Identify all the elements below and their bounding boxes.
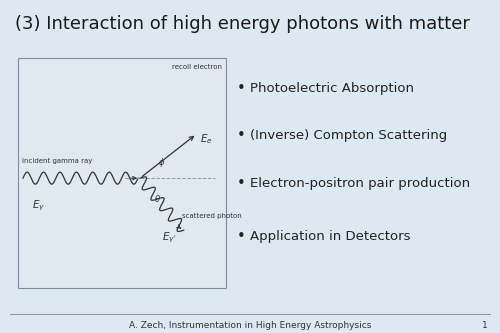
Text: scattered photon: scattered photon [182, 213, 242, 219]
Text: •: • [237, 228, 246, 244]
Text: 1: 1 [482, 321, 488, 330]
Text: $E_{\gamma'}$: $E_{\gamma'}$ [162, 231, 176, 245]
Text: $\phi$: $\phi$ [158, 156, 165, 169]
Text: •: • [237, 128, 246, 143]
Text: Application in Detectors: Application in Detectors [250, 229, 410, 243]
Bar [18, 58, 226, 288]
Text: •: • [237, 175, 246, 191]
Text: recoil electron: recoil electron [172, 64, 222, 70]
Text: incident gamma ray: incident gamma ray [22, 158, 92, 164]
Text: Photoelectric Absorption: Photoelectric Absorption [250, 82, 414, 95]
Text: Electron-positron pair production: Electron-positron pair production [250, 176, 470, 190]
Text: $\theta$: $\theta$ [154, 192, 161, 204]
Text: $E_\gamma$: $E_\gamma$ [32, 199, 45, 213]
Text: (3) Interaction of high energy photons with matter: (3) Interaction of high energy photons w… [15, 15, 470, 33]
Text: •: • [237, 81, 246, 96]
Text: A. Zech, Instrumentation in High Energy Astrophysics: A. Zech, Instrumentation in High Energy … [129, 321, 371, 330]
Text: $E_e$: $E_e$ [200, 132, 212, 146]
Text: (Inverse) Compton Scattering: (Inverse) Compton Scattering [250, 129, 448, 142]
